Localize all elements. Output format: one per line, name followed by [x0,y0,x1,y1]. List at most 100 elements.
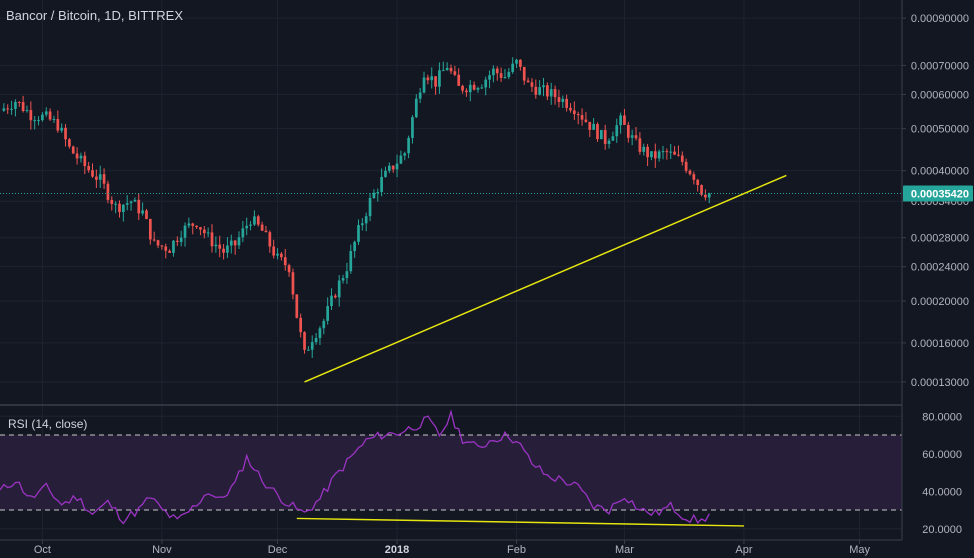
candle-body [118,203,121,213]
rsi-axis[interactable]: 80.0000 60.0000 40.0000 20.0000 [922,411,962,536]
candle-body [310,342,314,350]
candle-body [256,216,260,225]
candle-body [299,317,303,333]
candle-body [41,114,44,121]
time-axis[interactable]: Oct Nov Dec 2018 Feb Mar Apr May [34,540,871,556]
candle-body [438,70,441,87]
candle-body [68,139,71,147]
candle-body [318,328,322,338]
price-tick-label: 0.00060000 [911,89,969,101]
candle-body [557,97,561,102]
price-tick-label: 0.00020000 [911,296,969,308]
candle-body [565,98,568,108]
candle-body [141,210,144,214]
candle-body [214,244,218,247]
candle-body [453,71,457,75]
candle-body [376,192,380,194]
candle-body [37,120,40,122]
candle-body [623,115,626,125]
candle-body [596,124,599,140]
candle-body [538,87,542,95]
price-tick-label: 0.00013000 [911,377,969,389]
candle-body [430,76,434,81]
candle-body [44,111,48,115]
candle-body [569,107,572,111]
candle-body [573,110,576,115]
candle-body [387,165,391,171]
candle-body [98,174,102,180]
candle-body [337,280,341,298]
candle-body [476,87,480,90]
time-tick-label: Dec [268,544,288,556]
candle-body [445,67,449,71]
candle-body [10,108,13,110]
candle-body [592,124,595,130]
rsi-tick-label: 80.0000 [922,411,962,423]
price-tick-label: 0.00028000 [911,233,969,245]
candle-body [187,223,191,226]
candle-body [110,199,114,204]
candle-body [411,117,414,138]
candle-body [202,229,206,234]
candle-body [680,155,684,162]
candle-body [21,102,25,112]
candle-body [673,151,676,155]
candle-body [407,137,410,154]
candle-body [17,101,21,103]
candle-body [29,110,33,121]
candle-body [14,101,17,109]
time-tick-label: Apr [735,544,752,556]
rsi-trendline[interactable] [296,517,744,527]
candle-body [175,240,179,242]
candle-body [206,232,210,234]
candle-body [83,155,87,167]
candle-body [287,265,291,273]
candle-body [156,240,160,246]
candle-body [360,223,364,226]
candle-body [95,176,98,180]
candle-body [638,138,642,152]
price-tick-label: 0.00070000 [911,60,969,72]
candle-body [669,151,673,153]
price-axis[interactable]: 0.00090000 0.00070000 0.00060000 0.00050000… [902,13,969,389]
candle-body [619,115,622,126]
candle-body [272,246,276,256]
price-trendline[interactable] [304,174,787,383]
candle-body [603,130,607,144]
candle-body [168,250,171,253]
candle-body [626,124,630,138]
candle-body [191,223,195,226]
candle-body [484,79,488,88]
last-price-value: 0.00035420 [911,188,969,200]
candle-body [519,59,522,67]
candle-body [704,194,707,198]
candle-body [218,244,222,249]
candle-body [684,161,688,171]
candle-body [148,218,152,240]
candle-body [607,140,611,144]
candle-body [233,240,237,246]
rsi-tick-label: 20.0000 [922,524,962,536]
candle-body [492,68,495,76]
candle-body [91,170,94,177]
candle-body [353,241,356,252]
time-tick-label: May [849,544,870,556]
candle-body [64,127,67,140]
candle-body [692,174,696,180]
rsi-title: RSI (14, close) [8,417,87,431]
candle-body [507,71,511,78]
candle-body [114,203,117,205]
candle-body [515,59,518,64]
candle-body [503,77,507,79]
candle-body [137,199,141,214]
chart-title: Bancor / Bitcoin, 1D, BITTREX [6,8,183,23]
candle-body [542,85,545,88]
candle-body [534,86,538,95]
candle-body [276,253,279,256]
candle-body [145,210,148,219]
price-candles [2,57,711,358]
candle-body [588,121,592,130]
candle-body [357,225,360,242]
time-tick-label: Feb [507,544,526,556]
